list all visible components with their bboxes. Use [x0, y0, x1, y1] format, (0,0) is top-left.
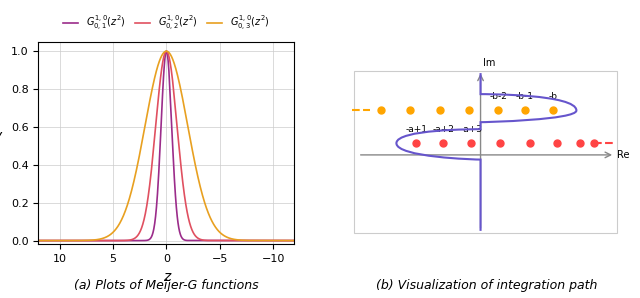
$G_{0,1}^{1,0}(z^2)$	[163, 49, 170, 53]
Text: (b) Visualization of integration path: (b) Visualization of integration path	[376, 279, 597, 292]
$G_{0,3}^{1,0}(z^2)$	[163, 49, 170, 53]
$G_{0,2}^{1,0}(z^2)$	[163, 49, 170, 53]
$G_{0,1}^{1,0}(z^2)$	[35, 239, 42, 242]
$G_{0,2}^{1,0}(z^2)$	[173, 120, 180, 124]
Text: Im: Im	[483, 58, 495, 69]
$G_{0,3}^{1,0}(z^2)$	[42, 239, 49, 242]
$G_{0,3}^{1,0}(z^2)$	[166, 52, 174, 55]
$G_{0,3}^{1,0}(z^2)$	[173, 70, 180, 74]
$G_{0,3}^{1,0}(z^2)$	[89, 238, 97, 242]
$G_{0,3}^{1,0}(z^2)$	[35, 239, 42, 242]
$G_{0,3}^{1,0}(z^2)$	[42, 239, 50, 242]
Text: -a+3: -a+3	[460, 125, 482, 134]
$G_{0,2}^{1,0}(z^2)$	[166, 59, 174, 63]
$G_{0,1}^{1,0}(z^2)$	[173, 209, 180, 213]
Text: Re: Re	[618, 150, 630, 160]
Line: $G_{0,3}^{1,0}(z^2)$: $G_{0,3}^{1,0}(z^2)$	[38, 51, 294, 240]
$G_{0,2}^{1,0}(z^2)$	[42, 239, 50, 242]
Text: -a+2: -a+2	[432, 125, 454, 134]
Y-axis label: y: y	[0, 129, 1, 143]
Text: -b-2: -b-2	[489, 92, 507, 101]
$G_{0,1}^{1,0}(z^2)$	[166, 86, 174, 90]
X-axis label: z: z	[163, 270, 170, 284]
Text: -b-1: -b-1	[516, 92, 534, 101]
$G_{0,2}^{1,0}(z^2)$	[42, 239, 49, 242]
Line: $G_{0,2}^{1,0}(z^2)$: $G_{0,2}^{1,0}(z^2)$	[38, 51, 294, 240]
Text: (a) Plots of Meijer-G functions: (a) Plots of Meijer-G functions	[74, 279, 259, 292]
$G_{0,3}^{1,0}(z^2)$	[278, 239, 285, 242]
$G_{0,2}^{1,0}(z^2)$	[89, 239, 97, 242]
Line: $G_{0,1}^{1,0}(z^2)$: $G_{0,1}^{1,0}(z^2)$	[38, 51, 294, 240]
$G_{0,2}^{1,0}(z^2)$	[35, 239, 42, 242]
$G_{0,2}^{1,0}(z^2)$	[278, 239, 285, 242]
$G_{0,1}^{1,0}(z^2)$	[291, 239, 298, 242]
$G_{0,1}^{1,0}(z^2)$	[42, 239, 50, 242]
$G_{0,1}^{1,0}(z^2)$	[89, 239, 97, 242]
$G_{0,3}^{1,0}(z^2)$	[291, 239, 298, 242]
Text: -a+1: -a+1	[405, 125, 428, 134]
$G_{0,1}^{1,0}(z^2)$	[278, 239, 285, 242]
Text: -b: -b	[548, 92, 557, 101]
$G_{0,2}^{1,0}(z^2)$	[291, 239, 298, 242]
Legend: $G_{0,1}^{1,0}(z^2)$, $G_{0,2}^{1,0}(z^2)$, $G_{0,3}^{1,0}(z^2)$: $G_{0,1}^{1,0}(z^2)$, $G_{0,2}^{1,0}(z^2…	[60, 10, 273, 36]
$G_{0,1}^{1,0}(z^2)$	[42, 239, 49, 242]
